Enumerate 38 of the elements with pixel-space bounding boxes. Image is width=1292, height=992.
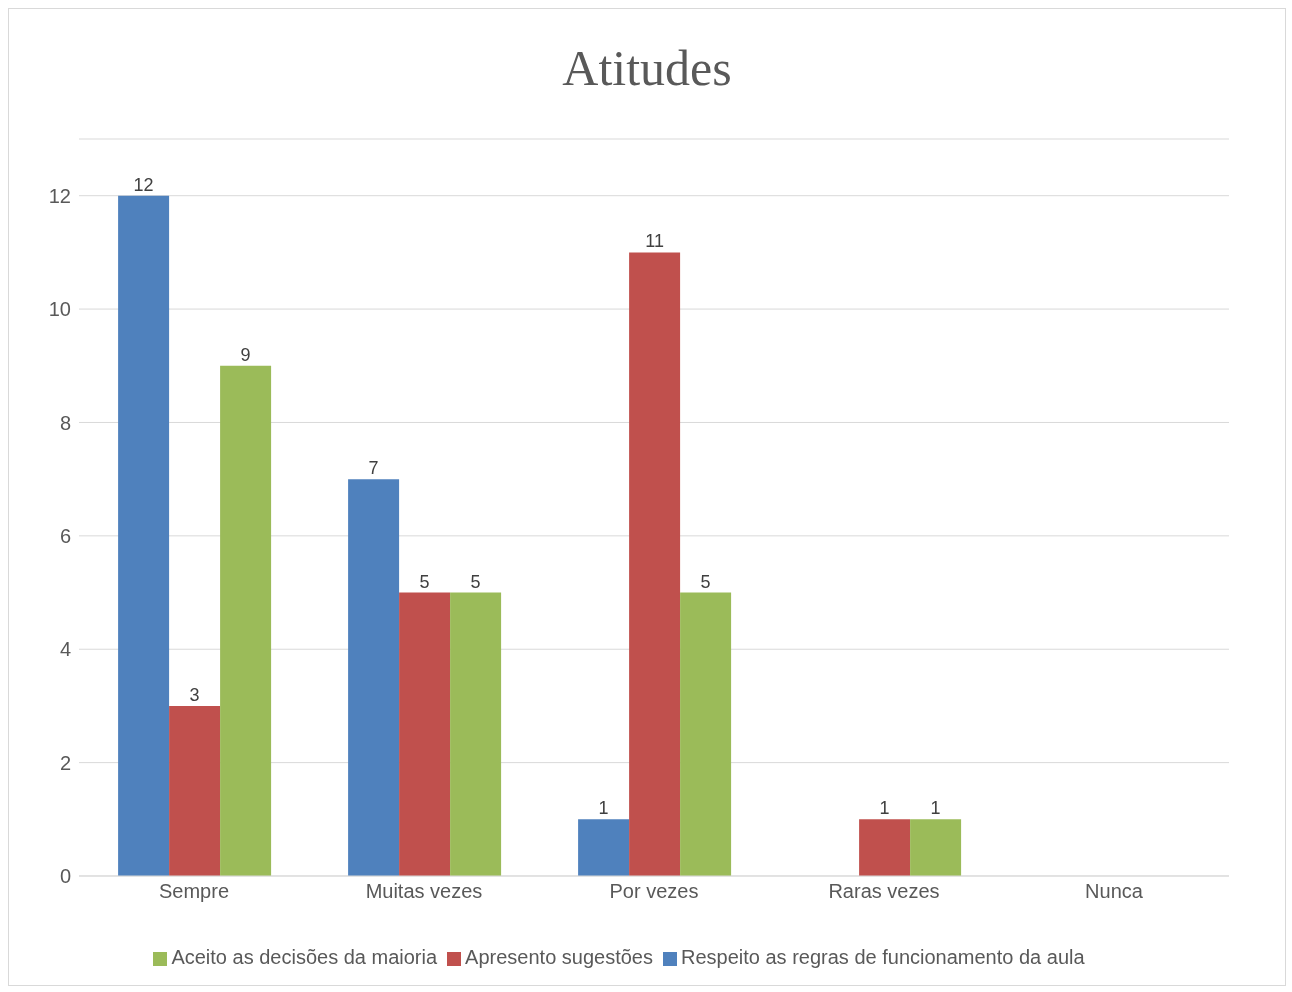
y-tick-label: 4 [59,638,71,661]
data-label: 1 [930,798,941,819]
bar [169,705,221,876]
y-tick-label: 12 [48,184,71,207]
bar [348,479,400,876]
y-tick-label: 10 [48,298,71,321]
bar [399,592,451,876]
data-label: 1 [879,798,890,819]
y-tick-label: 0 [59,865,71,888]
legend-label: Aceito as decisões da maioria [171,946,438,968]
chart-title: Atitudes [561,39,733,98]
bar [118,195,170,876]
y-tick-label: 2 [59,751,71,774]
data-label: 12 [133,174,154,195]
x-tick-label: Raras vezes [828,880,940,903]
bar [859,819,911,876]
y-tick-label: 8 [59,411,71,434]
data-label: 9 [240,344,251,365]
legend-label: Apresento sugestões [465,946,653,968]
x-tick-label: Muitas vezes [365,880,483,903]
data-label: 5 [419,571,430,592]
x-tick-label: Nunca [1085,880,1144,903]
data-label: 5 [470,571,481,592]
data-label: 11 [645,231,664,252]
bar [910,819,962,876]
bar [450,592,502,876]
legend-label: Respeito as regras de funcionamento da aula [681,946,1085,968]
data-label: 7 [368,458,379,479]
bar [220,365,272,876]
bar [680,592,732,876]
data-label: 1 [598,798,609,819]
bar [578,819,630,876]
bar [629,252,681,876]
x-tick-label: Por vezes [609,880,699,903]
data-label: 5 [700,571,711,592]
y-tick-label: 6 [59,524,71,547]
x-tick-label: Sempre [158,880,230,903]
data-label: 3 [189,684,200,705]
